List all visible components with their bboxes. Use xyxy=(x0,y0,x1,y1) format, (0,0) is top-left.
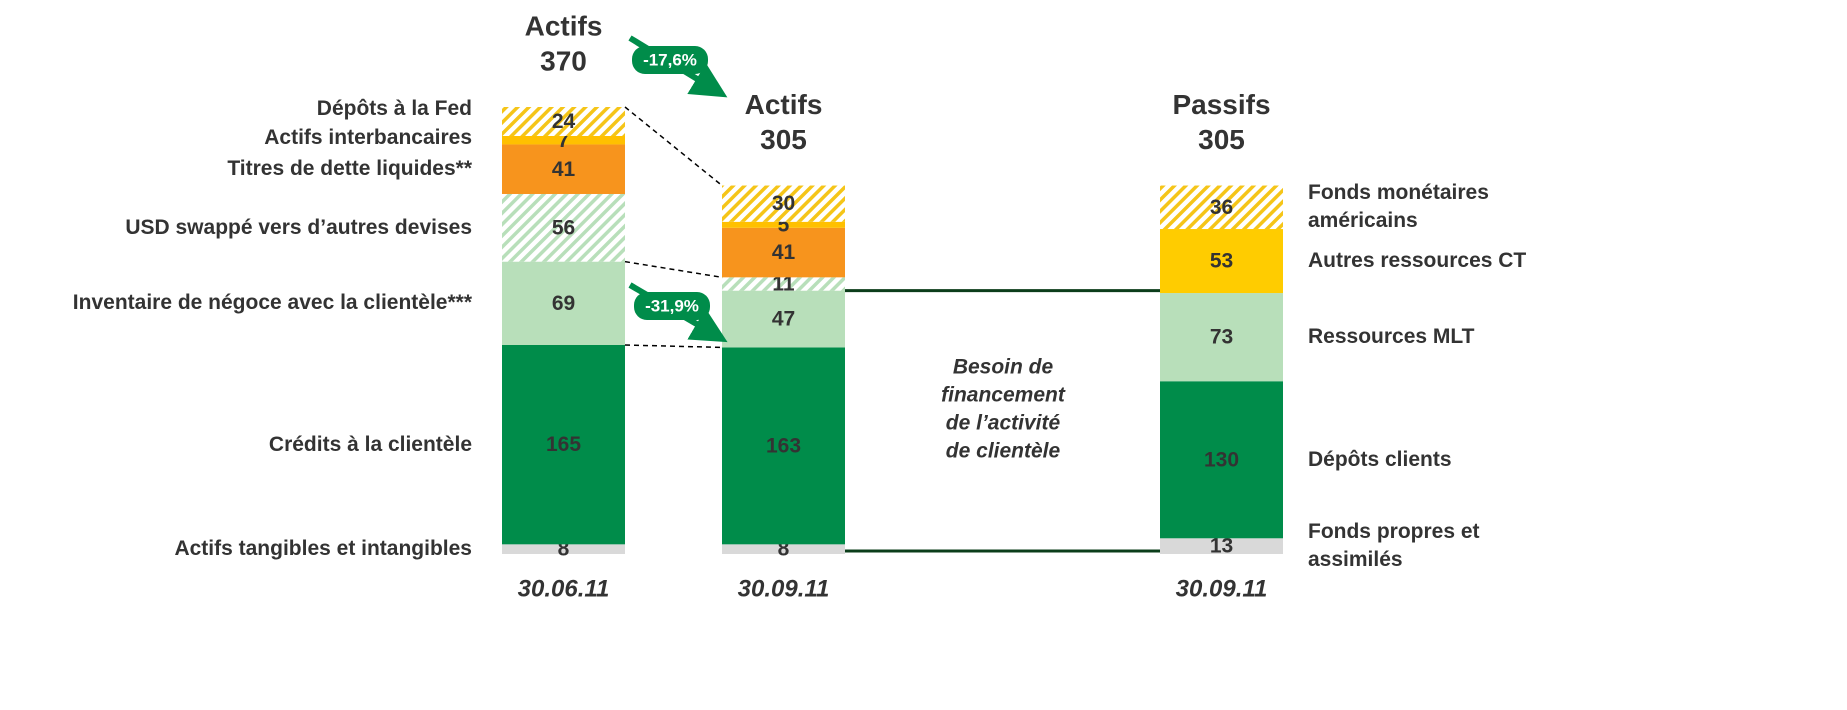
column-title: Actifs xyxy=(745,89,823,120)
bar-segment xyxy=(1160,381,1283,539)
column-total: 305 xyxy=(1198,124,1245,155)
value-label: 7 xyxy=(558,129,570,152)
value-label: 41 xyxy=(552,158,576,181)
series-label: Titres de dette liquides** xyxy=(227,157,472,181)
series-label: Actifs interbancaires xyxy=(264,126,472,150)
value-label: 11 xyxy=(772,273,795,296)
series-label: Inventaire de négoce avec la clientèle**… xyxy=(72,291,472,315)
value-label: 13 xyxy=(1210,535,1233,558)
bar-segment xyxy=(502,135,625,145)
value-label: 53 xyxy=(1210,250,1233,273)
connector xyxy=(624,260,723,279)
bar-segment xyxy=(722,277,845,291)
bar-segment xyxy=(1160,293,1283,382)
value-label: 30 xyxy=(772,192,795,215)
badge-label: -17,6% xyxy=(643,50,697,69)
bar-segment xyxy=(502,544,625,554)
series-label: Actifs tangibles et intangibles xyxy=(174,537,472,561)
value-label: 130 xyxy=(1204,448,1239,471)
series-label: Dépôts à la Fed xyxy=(316,97,472,121)
annotation: de clientèle xyxy=(946,440,1061,463)
value-label: 69 xyxy=(552,292,575,315)
bar-segment xyxy=(722,290,845,348)
connector xyxy=(624,106,723,187)
value-label: 163 xyxy=(766,434,801,457)
connector xyxy=(624,344,723,349)
bar-segment xyxy=(502,261,625,345)
value-label: 73 xyxy=(1210,326,1233,349)
bar-segment xyxy=(1160,185,1283,230)
column-total: 305 xyxy=(760,124,807,155)
bar-segment xyxy=(1160,538,1283,554)
bar-segment xyxy=(502,344,625,545)
series-label: Dépôts clients xyxy=(1308,447,1452,471)
x-tick-label: 30.06.11 xyxy=(518,575,610,602)
badge-label: -31,9% xyxy=(645,296,699,315)
bar-segment xyxy=(722,185,845,222)
badge xyxy=(634,292,710,320)
bar-segment xyxy=(722,221,845,228)
series-label: Autres ressources CT xyxy=(1308,249,1527,273)
annotation: financement xyxy=(941,384,1066,407)
column-title: Passifs xyxy=(1172,89,1270,120)
bar-segment xyxy=(722,347,845,545)
bar-segment xyxy=(502,107,625,136)
series-label: Crédits à la clientèle xyxy=(268,432,472,456)
series-label: Fonds monétaires américains xyxy=(1308,181,1489,233)
series-label: Ressources MLT xyxy=(1308,325,1475,349)
value-label: 24 xyxy=(552,110,576,133)
value-label: 36 xyxy=(1210,196,1233,219)
series-label: USD swappé vers d’autres devises xyxy=(125,215,472,239)
bar-segment xyxy=(722,227,845,278)
bar-segment xyxy=(722,544,845,554)
badge xyxy=(632,46,708,74)
value-label: 41 xyxy=(772,241,796,264)
annotation: Besoin de xyxy=(953,356,1054,379)
value-label: 56 xyxy=(552,216,575,239)
value-label: 47 xyxy=(772,308,795,331)
column-title: Actifs xyxy=(525,10,603,41)
x-tick-label: 30.09.11 xyxy=(1176,575,1268,602)
bar-segment xyxy=(502,193,625,262)
bar-segment xyxy=(502,144,625,194)
annotation: de l’activité xyxy=(946,412,1061,435)
series-label: Fonds propres et assimilés xyxy=(1308,520,1480,572)
value-label: 165 xyxy=(546,433,581,456)
x-tick-label: 30.09.11 xyxy=(738,575,830,602)
bar-segment xyxy=(1160,229,1283,294)
column-total: 370 xyxy=(540,45,587,76)
